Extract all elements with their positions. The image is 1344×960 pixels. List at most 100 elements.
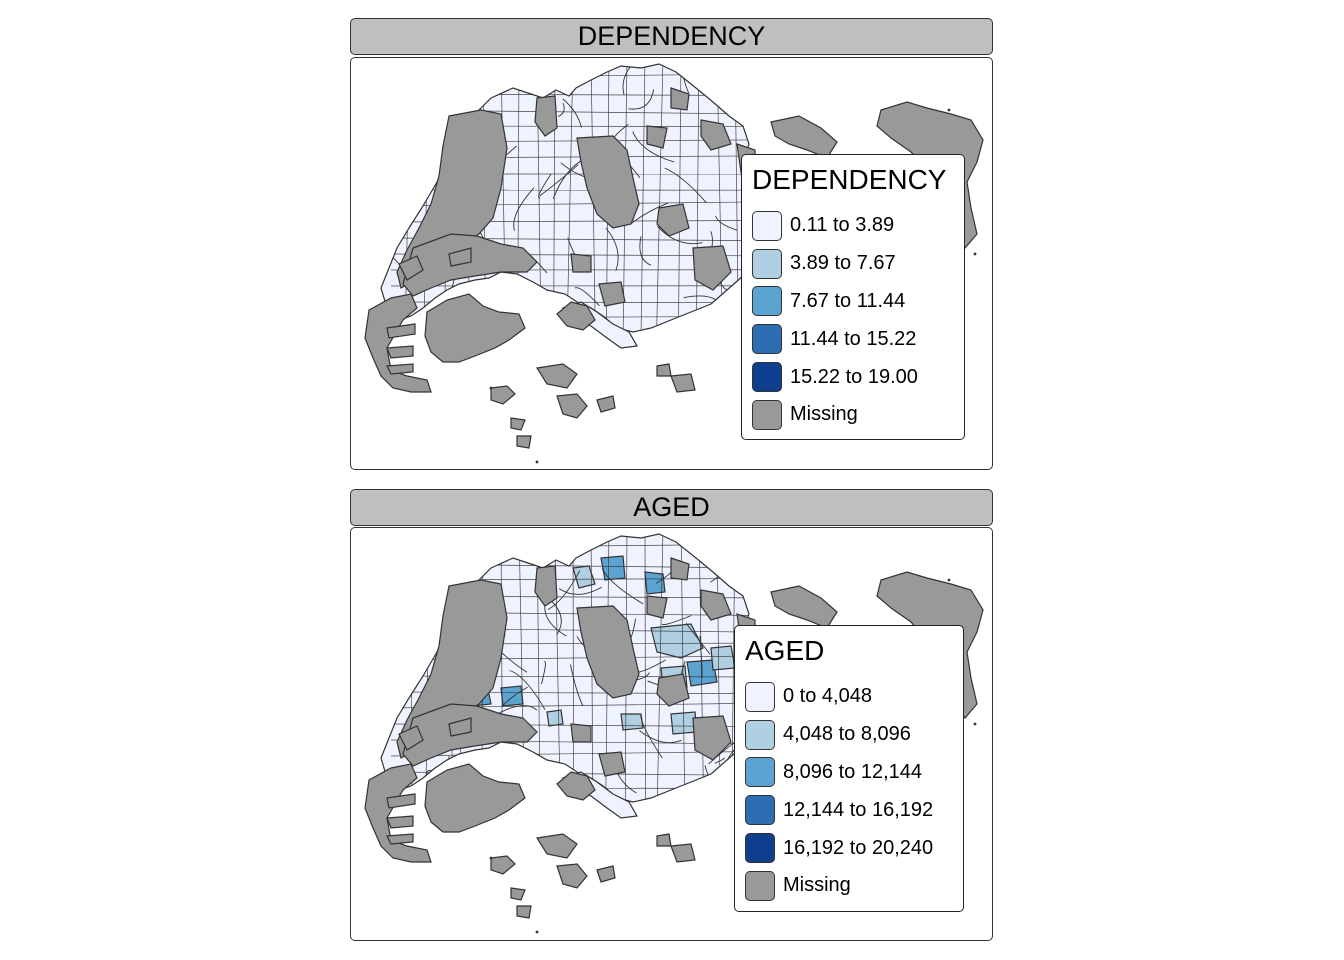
- legend-title: DEPENDENCY: [752, 164, 947, 195]
- missing-area: [670, 557, 690, 581]
- missing-area: [656, 673, 690, 707]
- offshore-island: [516, 435, 532, 449]
- legend-label: 4,048 to 8,096: [783, 723, 911, 746]
- missing-area: [692, 715, 732, 761]
- legend-item: 7.67 to 11.44: [752, 283, 954, 321]
- legend-item: 12,144 to 16,192: [745, 791, 953, 829]
- offshore-island: [670, 843, 696, 863]
- legend-label: 7.67 to 11.44: [790, 289, 906, 312]
- offshore-island: [670, 373, 696, 393]
- legend-aged: AGED 0 to 4,048 4,048 to 8,096 8,096 to …: [734, 625, 964, 912]
- offshore-island: [536, 833, 578, 859]
- missing-area: [402, 703, 538, 767]
- missing-area: [598, 281, 626, 307]
- offshore-island: [656, 363, 672, 377]
- legend-item: 8,096 to 12,144: [745, 754, 953, 792]
- legend-swatch: [752, 362, 782, 393]
- missing-area: [656, 203, 690, 237]
- offshore-island: [656, 833, 672, 847]
- legend-label: 8,096 to 12,144: [783, 760, 923, 783]
- missing-area: [424, 763, 526, 833]
- legend-label: 0 to 4,048: [783, 685, 872, 708]
- panel-title-dependency: DEPENDENCY: [350, 18, 993, 55]
- missing-area: [386, 323, 416, 339]
- legend-item: 0.11 to 3.89: [752, 207, 954, 245]
- missing-area: [670, 87, 690, 111]
- missing-area: [364, 763, 432, 863]
- legend-label: 3.89 to 7.67: [790, 252, 896, 275]
- offshore-island: [490, 385, 516, 405]
- offshore-island: [556, 863, 588, 889]
- missing-area: [534, 565, 558, 607]
- missing-area: [700, 589, 732, 621]
- missing-area: [386, 833, 414, 845]
- missing-area: [386, 815, 414, 829]
- legend-swatch: [745, 833, 775, 864]
- legend-swatch: [752, 399, 782, 430]
- missing-area: [700, 119, 732, 151]
- offshore-island: [596, 395, 616, 413]
- legend-swatch: [752, 324, 782, 355]
- offshore-island: [556, 393, 588, 419]
- legend-title: AGED: [745, 635, 825, 666]
- missing-area: [448, 247, 472, 267]
- legend-label: Missing: [790, 403, 858, 426]
- panel-title-text: DEPENDENCY: [577, 21, 766, 51]
- missing-area: [424, 293, 526, 363]
- missing-area: [576, 605, 640, 699]
- missing-area: [570, 723, 592, 743]
- offshore-island: [510, 417, 526, 431]
- legend-label: 15.22 to 19.00: [790, 365, 918, 388]
- legend-label: 16,192 to 20,240: [783, 836, 934, 859]
- missing-area: [386, 345, 414, 359]
- legend-swatch: [745, 870, 775, 901]
- legend-item: 16,192 to 20,240: [745, 829, 953, 867]
- legend-item: 11.44 to 15.22: [752, 320, 954, 358]
- legend-item: 3.89 to 7.67: [752, 245, 954, 283]
- missing-area: [646, 125, 668, 149]
- missing-area: [692, 245, 732, 291]
- missing-area: [646, 595, 668, 619]
- legend-item: Missing: [745, 867, 953, 905]
- legend-swatch: [752, 286, 782, 317]
- missing-area: [570, 253, 592, 273]
- panel-title-text: AGED: [633, 492, 710, 522]
- map-panel-dependency: DEPENDENCY 0.11 to 3.89 3.89 to 7.67 7.6…: [350, 57, 993, 470]
- offshore-island: [516, 905, 532, 919]
- offshore-island: [770, 115, 838, 159]
- legend-label: 12,144 to 16,192: [783, 798, 934, 821]
- legend-swatch: [752, 248, 782, 279]
- missing-area: [556, 301, 596, 331]
- legend-swatch: [745, 719, 775, 750]
- legend-item: 15.22 to 19.00: [752, 358, 954, 396]
- missing-area: [386, 793, 416, 809]
- legend-item: Missing: [752, 396, 954, 434]
- offshore-island: [536, 363, 578, 389]
- missing-area: [448, 717, 472, 737]
- map-svg-aged: [364, 533, 984, 934]
- map-svg-dependency: [364, 63, 984, 464]
- offshore-island: [490, 855, 516, 875]
- legend-swatch: [745, 681, 775, 712]
- legend-item: 4,048 to 8,096: [745, 716, 953, 754]
- map-panel-aged: AGED 0 to 4,048 4,048 to 8,096 8,096 to …: [350, 527, 993, 941]
- legend-label: 11.44 to 15.22: [790, 327, 917, 350]
- legend-swatch: [752, 210, 782, 241]
- legend-swatch: [745, 795, 775, 826]
- offshore-island: [596, 865, 616, 883]
- panel-title-aged: AGED: [350, 489, 993, 526]
- missing-area: [364, 293, 432, 393]
- legend-label: 0.11 to 3.89: [790, 214, 895, 237]
- missing-area: [576, 135, 640, 229]
- offshore-island: [770, 585, 838, 629]
- missing-area: [386, 363, 414, 375]
- legend-swatch: [745, 757, 775, 788]
- missing-area: [398, 725, 424, 751]
- missing-area: [556, 771, 596, 801]
- offshore-island: [510, 887, 526, 901]
- missing-area: [534, 95, 558, 137]
- legend-item: 0 to 4,048: [745, 678, 953, 716]
- legend-dependency: DEPENDENCY 0.11 to 3.89 3.89 to 7.67 7.6…: [741, 154, 965, 440]
- missing-area: [398, 255, 424, 281]
- missing-area: [598, 751, 626, 777]
